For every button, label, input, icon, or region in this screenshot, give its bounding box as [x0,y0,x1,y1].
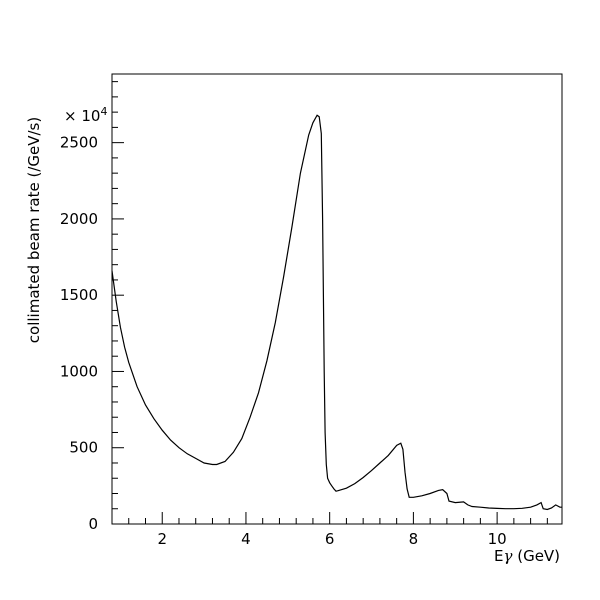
x-tick-label: 8 [409,530,419,548]
x-tick-labels: 2 4 6 8 10 [157,530,506,548]
y-multiplier-exponent: 4 [100,105,107,118]
x-tick-label: 6 [325,530,335,548]
y-tick-label: 0 [88,515,98,533]
x-axis-label-prefix: E [494,547,503,565]
y-tick-label: 2000 [60,210,98,228]
y-tick-labels: 0 500 1000 1500 2000 2500 [60,134,98,533]
y-multiplier-label: × 104 [64,105,107,125]
y-multiplier-base: × 10 [64,107,100,125]
x-axis-ticks [111,512,548,524]
x-tick-label: 10 [488,530,507,548]
x-tick-label: 2 [157,530,167,548]
x-axis-label-unit: (GeV) [512,547,560,565]
rate-curve [111,114,562,511]
y-tick-label: 500 [69,439,98,457]
x-tick-label: 4 [241,530,251,548]
x-axis-label: Eγ (GeV) [494,547,560,565]
plot-frame [111,73,563,525]
y-axis-label: collimated beam rate (/GeV/s) [25,117,43,343]
x-axis-label-greek: γ [503,547,512,565]
y-tick-label: 1000 [60,362,98,380]
y-tick-label: 2500 [60,134,98,152]
y-tick-label: 1500 [60,286,98,304]
y-axis-ticks [112,81,124,525]
